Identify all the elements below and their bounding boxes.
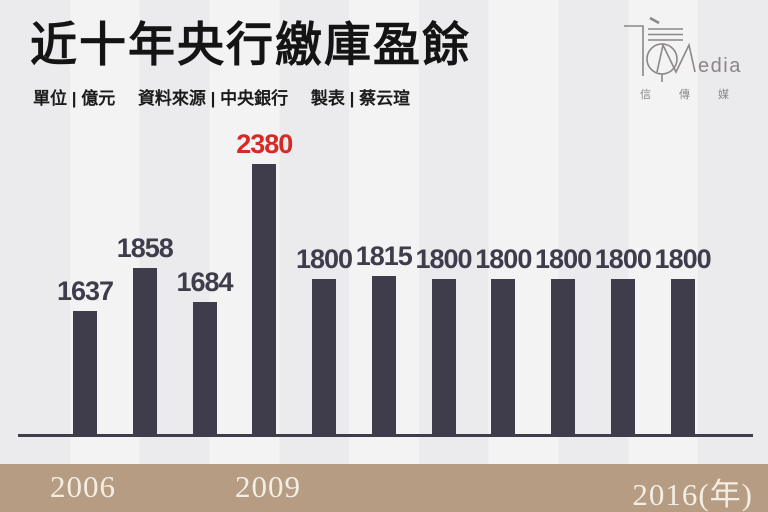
bar-value-2007: 1858 [116, 233, 174, 263]
bar-value-2012: 1800 [415, 244, 473, 274]
chart-meta: 單位 | 億元 資料來源 | 中央銀行 製表 | 蔡云瑄 [33, 84, 428, 109]
logo-cjk-3: 媒 [718, 88, 729, 101]
page-title: 近十年央行繳庫盈餘 [30, 20, 471, 72]
bar-2008 [192, 302, 217, 437]
bar-2011 [371, 276, 396, 437]
bar-value-2011: 1815 [355, 241, 413, 271]
bar-value-2010: 1800 [295, 244, 353, 274]
bar-2013 [491, 279, 516, 437]
bar-2015 [610, 279, 635, 437]
logo-latin-text: edia [698, 55, 742, 77]
bar-value-2014: 1800 [535, 244, 592, 274]
bar-value-2016: 1800 [654, 244, 712, 274]
bar-value-2013: 1800 [475, 244, 532, 274]
bar-2014 [551, 279, 576, 437]
logo-tick-stroke [649, 16, 660, 25]
x-axis-band: 2006 2009 2016(年) [0, 464, 768, 512]
bar-value-2008: 1684 [176, 267, 233, 297]
bar-2007 [132, 268, 157, 437]
bar-value-2006: 1637 [56, 276, 114, 306]
bar-2016 [670, 279, 695, 437]
logo-bracket-stroke [624, 25, 644, 76]
bar-2012 [431, 279, 456, 437]
bar-value-2009: 2380 [236, 129, 293, 159]
cm-media-logo: edia 信 傳 媒 [624, 16, 742, 101]
bar-value-2015: 1800 [594, 244, 652, 274]
logo-mark [624, 16, 696, 82]
logo-cjk-1: 信 [640, 88, 651, 101]
x-tick-2016: 2016(年) [632, 477, 753, 512]
x-tick-2009: 2009 [235, 469, 301, 504]
meta-unit: 單位 | 億元 [33, 89, 116, 108]
bar-2009 [252, 164, 277, 437]
bar-2010 [312, 279, 337, 437]
bar-2006 [73, 311, 97, 437]
meta-source: 資料來源 | 中央銀行 [137, 89, 289, 108]
logo-cjk-2: 傳 [679, 88, 690, 101]
meta-author: 製表 | 蔡云瑄 [310, 89, 411, 108]
x-tick-2006: 2006 [50, 469, 116, 504]
logo-m-stroke [656, 42, 696, 74]
